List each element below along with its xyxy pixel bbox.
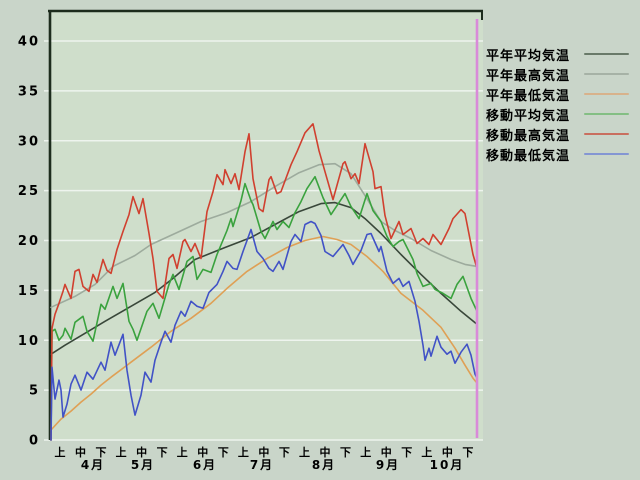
y-axis-tick-label: 15 — [18, 284, 40, 299]
series-line-normal-min — [50, 235, 478, 431]
x-axis-month-label: 8月 — [312, 458, 336, 472]
x-axis-period-label: 上 — [116, 445, 127, 459]
legend-item-moving-average: 移動平均気温 — [486, 104, 638, 124]
x-axis-period-label: 中 — [320, 445, 331, 459]
x-axis-period-label: 上 — [55, 445, 66, 459]
x-axis-period-label: 下 — [279, 446, 290, 459]
x-axis-period-label: 中 — [136, 445, 147, 459]
y-axis-tick-label: 10 — [18, 334, 40, 349]
legend-line-swatch — [584, 113, 629, 115]
legend-item-normal-max: 平年最高気温 — [486, 64, 638, 84]
x-axis-month-label: 9月 — [376, 458, 400, 472]
x-axis-period-label: 上 — [299, 445, 310, 459]
plot-area — [50, 10, 483, 440]
legend-label: 平年最低気温 — [486, 87, 571, 103]
y-axis-tick-label: 40 — [18, 35, 40, 50]
x-axis-period-label: 下 — [401, 446, 412, 459]
x-axis-period-label: 中 — [197, 445, 208, 459]
y-axis-tick-label: 5 — [29, 384, 40, 399]
x-axis-period-label: 下 — [96, 446, 107, 459]
series-line-moving-max — [50, 123, 478, 441]
legend-label: 移動最低気温 — [486, 147, 571, 163]
x-axis-period-label: 上 — [238, 445, 249, 459]
legend-line-swatch — [584, 93, 629, 95]
legend-item-moving-min: 移動最低気温 — [486, 144, 638, 164]
y-axis-tick-label: 25 — [18, 184, 40, 199]
x-axis-month-label: 5月 — [131, 458, 155, 472]
legend-line-swatch — [584, 133, 629, 135]
x-axis-period-label: 中 — [442, 445, 453, 459]
x-axis-period-label: 上 — [360, 445, 371, 459]
x-axis-period-label: 下 — [340, 446, 351, 459]
legend-label: 平年最高気温 — [486, 67, 571, 83]
legend-item-moving-max: 移動最高気温 — [486, 124, 638, 144]
series-line-moving-min — [50, 220, 478, 441]
x-axis-period-label: 下 — [218, 446, 229, 459]
y-axis-tick-label: 20 — [18, 234, 40, 249]
x-axis-month-label: 4月 — [81, 458, 105, 472]
y-axis-tick-label: 35 — [18, 84, 40, 99]
legend-label: 移動最高気温 — [486, 127, 571, 143]
x-axis-period-label: 上 — [177, 445, 188, 459]
x-axis-period-label: 中 — [381, 445, 392, 459]
x-axis-period-label: 下 — [157, 446, 168, 459]
legend-line-swatch — [584, 53, 629, 55]
legend-label: 移動平均気温 — [486, 107, 571, 123]
x-axis-month-label: 10月 — [430, 458, 465, 472]
y-axis-tick-label: 30 — [18, 134, 40, 149]
x-axis-period-label: 中 — [258, 445, 269, 459]
series-line-normal-average — [50, 201, 478, 356]
x-axis-month-label: 6月 — [193, 458, 217, 472]
x-axis-period-label: 中 — [75, 445, 86, 459]
series-line-moving-average — [50, 175, 478, 441]
legend-line-swatch — [584, 153, 629, 155]
legend-label: 平年平均気温 — [486, 47, 571, 63]
y-axis-tick-label: 0 — [29, 434, 40, 449]
legend-line-swatch — [584, 73, 629, 75]
x-axis-period-label: 上 — [421, 445, 432, 459]
legend-item-normal-min: 平年最低気温 — [486, 84, 638, 104]
legend-item-normal-average: 平年平均気温 — [486, 44, 638, 64]
legend: 平年平均気温 平年最高気温 平年最低気温 移動平均気温 移動最高気温 移動最低気温 — [486, 44, 638, 164]
x-axis-period-label: 下 — [462, 446, 473, 459]
x-axis-month-label: 7月 — [250, 458, 274, 472]
